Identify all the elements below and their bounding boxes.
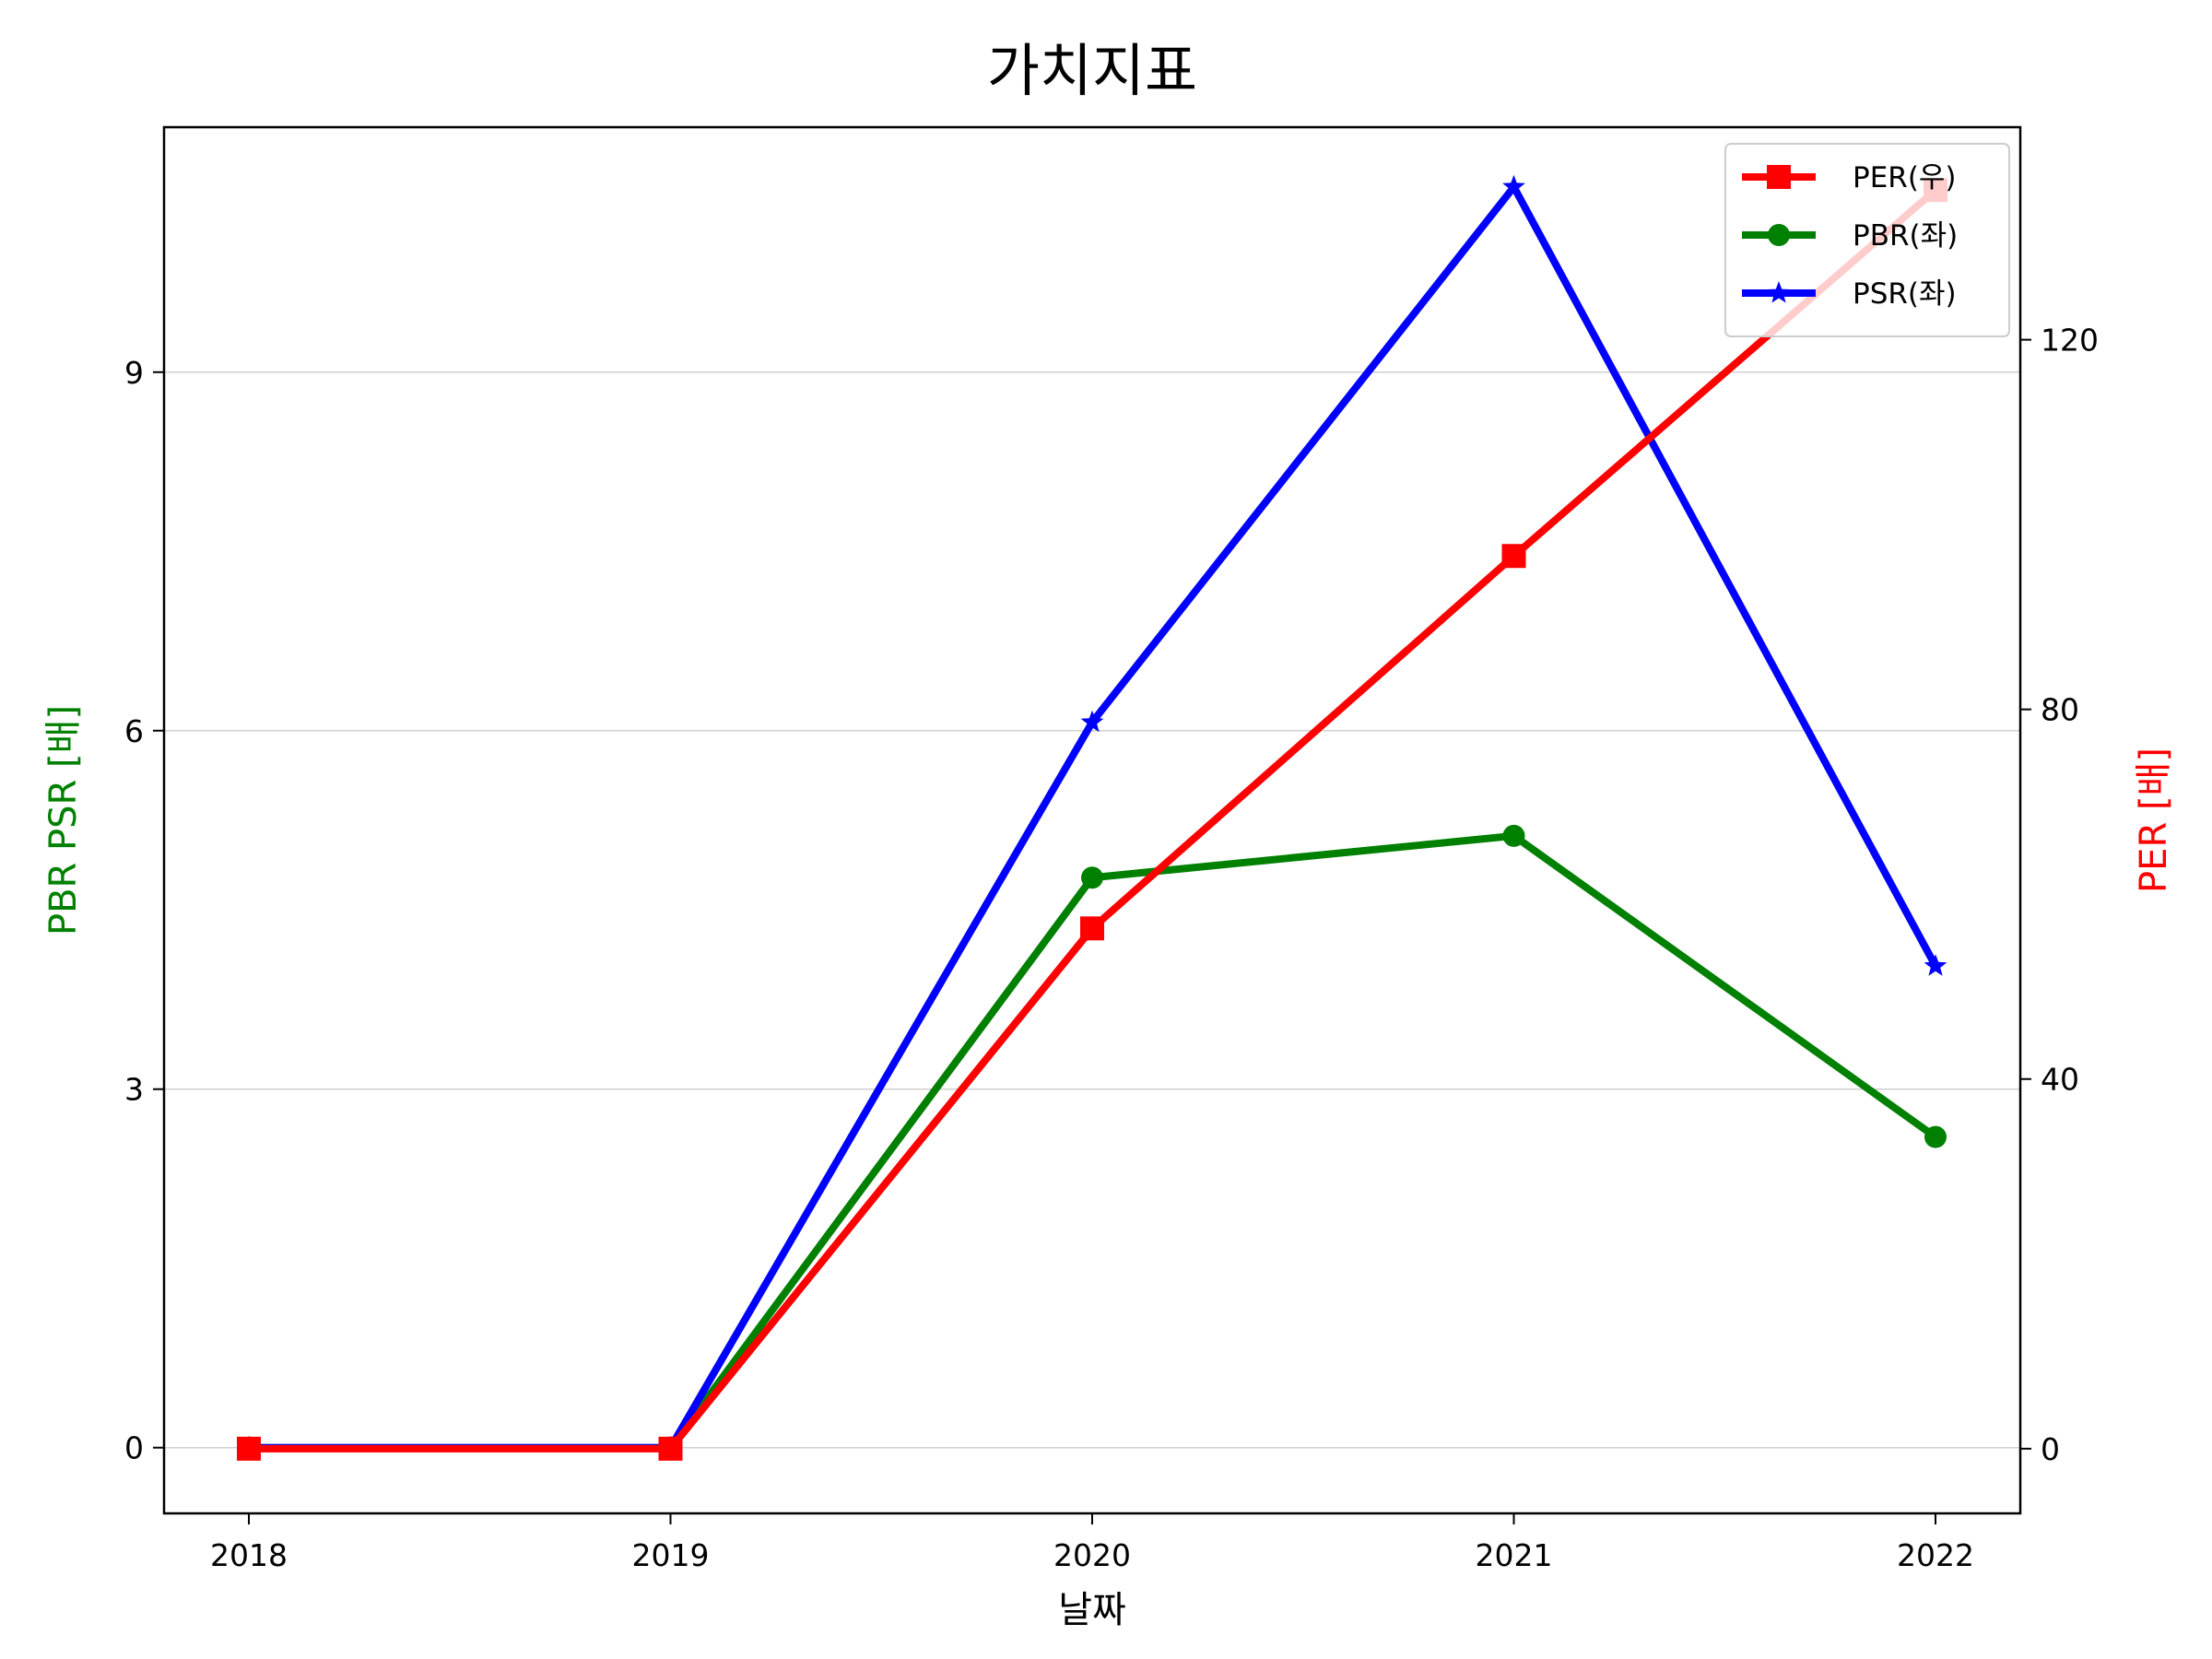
y-tick-label-left: 3 [124, 1072, 144, 1108]
legend-item-pbr: PBR(좌) [1742, 219, 1958, 253]
series-per [237, 178, 1947, 1461]
legend-item-per: PER(우) [1742, 161, 1957, 194]
legend-marker [1768, 224, 1790, 246]
y-axis-right: 0 40 80 120 [2020, 323, 2099, 1467]
data-point-per [1080, 916, 1104, 941]
x-tick-label: 2020 [1053, 1537, 1131, 1573]
y-tick-label-left: 0 [124, 1430, 144, 1466]
y-axis-left: 0 3 6 9 [124, 355, 164, 1466]
data-point-pbr [1081, 866, 1103, 889]
legend-label: PER(우) [1853, 161, 1957, 194]
chart-title: 가치지표 [987, 37, 1197, 104]
gridlines [164, 371, 2020, 1449]
legend-item-psr: PSR(좌) [1742, 277, 1957, 311]
x-tick-label: 2021 [1476, 1537, 1553, 1573]
legend-label: PSR(좌) [1853, 277, 1957, 311]
data-point-pbr [1924, 1125, 1947, 1148]
x-axis: 2018 2019 2020 2021 2022 [210, 1513, 1974, 1573]
legend-marker [1767, 165, 1791, 189]
series-psr [237, 174, 1947, 1458]
series-line-per [249, 187, 1938, 1453]
data-point-psr [1502, 174, 1525, 197]
y-tick-label-left: 6 [124, 713, 144, 749]
y-tick-label-left: 9 [124, 355, 144, 391]
data-point-psr [1924, 954, 1947, 976]
x-tick-label: 2019 [632, 1537, 710, 1573]
x-tick-label: 2022 [1897, 1537, 1974, 1573]
series-line-psr [249, 182, 1939, 1452]
legend-label: PBR(좌) [1853, 219, 1958, 253]
y-axis-label-right: PER [배] [2133, 747, 2175, 893]
data-point-pbr [1502, 824, 1525, 847]
x-tick-label: 2018 [210, 1537, 288, 1573]
y-tick-label-right: 0 [2041, 1431, 2060, 1467]
y-tick-label-right: 120 [2041, 323, 2099, 359]
legend-box [1724, 143, 2010, 337]
data-point-per [1501, 544, 1526, 569]
data-point-per [658, 1436, 683, 1461]
y-tick-label-right: 40 [2041, 1062, 2079, 1098]
data-point-per [237, 1436, 261, 1461]
series-layer [237, 174, 1947, 1461]
y-tick-label-right: 80 [2041, 692, 2079, 728]
x-axis-label: 날짜 [1058, 1589, 1126, 1631]
data-point-psr [1080, 710, 1104, 733]
legend-marker [1767, 281, 1791, 303]
y-axis-label-left: PBR PSR [배] [42, 705, 85, 935]
legend: PER(우) PBR(좌) PSR(좌) [1724, 143, 2010, 337]
